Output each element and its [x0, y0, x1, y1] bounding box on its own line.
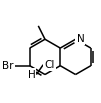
Text: Cl: Cl [44, 60, 55, 70]
Text: Br: Br [2, 61, 14, 71]
Text: H: H [28, 70, 35, 80]
Text: N: N [77, 34, 84, 44]
